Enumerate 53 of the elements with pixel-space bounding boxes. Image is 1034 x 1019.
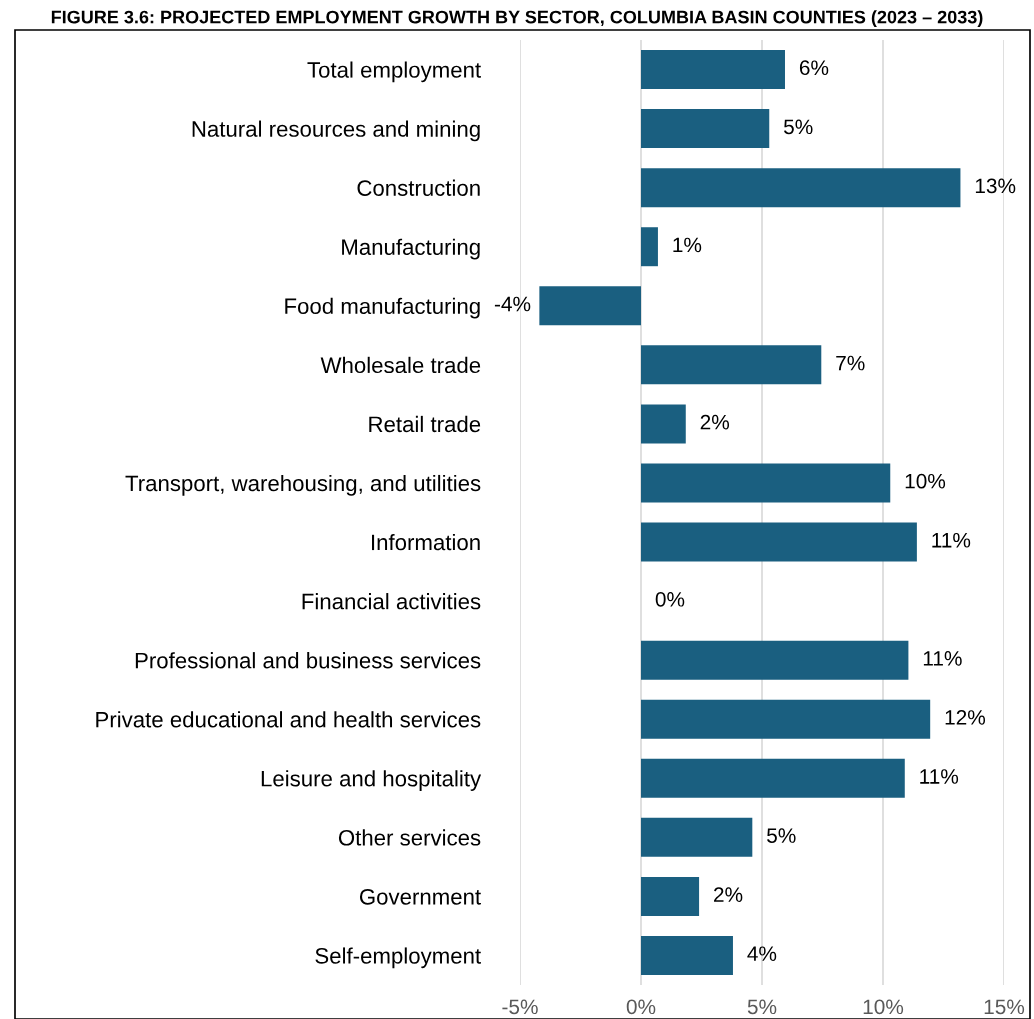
y-tick-label: Wholesale trade [320,356,481,374]
data-label: 1% [673,237,702,253]
x-tick-label: 0% [626,999,656,1015]
y-tick-label: Natural resources and mining [192,120,480,142]
bar [641,463,891,503]
y-tick-label: Retail trade [369,415,481,433]
x-tick-label: 5% [747,999,777,1015]
bar [641,876,700,916]
y-tick-label: Information [372,533,480,551]
bar [641,935,733,975]
bar [641,817,753,857]
data-label: 5% [767,828,796,843]
data-label: 11% [932,532,971,548]
data-label: 13% [975,178,1016,194]
bar [641,640,909,680]
data-label: 12% [945,710,986,725]
bar [641,699,931,739]
y-tick-label: Professional and business services [135,652,481,669]
data-label: 7% [836,355,865,371]
data-label: 10% [905,473,946,489]
y-tick-label: Construction [357,179,480,196]
bar [641,404,686,444]
y-tick-label: Manufacturing [342,238,480,260]
chart-title: FIGURE 3.6: PROJECTED EMPLOYMENT GROWTH BY SECTOR, COLUMBIA BASIN COUNTIES (2023 – 2033) [51,10,983,28]
y-tick-label: Government [359,888,481,905]
y-tick-label: Self-employment [315,947,481,969]
y-tick-label: Private educational and health services [96,711,481,728]
data-label: 11% [923,651,962,666]
bar [539,286,641,326]
bar [641,345,822,385]
data-label: -4% [494,296,531,312]
y-tick-label: Leisure and hospitality [261,770,482,791]
bar [641,758,905,798]
bar [641,50,785,90]
y-tick-label: Total employment [307,61,481,83]
data-label: 2% [714,887,743,902]
y-tick-label: Financial activities [302,593,481,610]
x-tick-label: 15% [984,999,1025,1015]
bar [641,168,961,208]
data-label: 11% [920,769,959,784]
bar [641,109,770,149]
data-label: 6% [799,60,829,76]
data-label: 5% [783,119,813,135]
x-tick-label: 10% [863,999,904,1015]
y-tick-label: Transport, warehousing, and utilities [125,474,481,496]
bar [641,522,917,562]
bar [641,227,658,267]
x-tick-label: -5% [502,999,538,1015]
y-tick-label: Other services [338,829,481,846]
data-label: 4% [747,946,777,961]
data-label: 2% [700,414,730,430]
data-label: 0% [655,591,685,607]
y-tick-label: Food manufacturing [285,297,480,319]
